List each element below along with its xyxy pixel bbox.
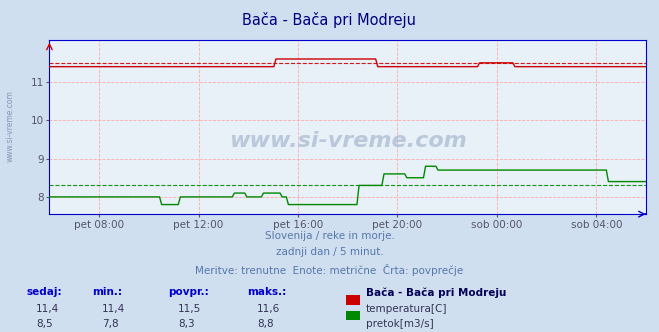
Text: min.:: min.: — [92, 287, 123, 297]
Text: Bača - Bača pri Modreju: Bača - Bača pri Modreju — [243, 12, 416, 28]
Text: www.si-vreme.com: www.si-vreme.com — [229, 131, 467, 151]
Text: 11,6: 11,6 — [257, 304, 280, 314]
Text: Meritve: trenutne  Enote: metrične  Črta: povprečje: Meritve: trenutne Enote: metrične Črta: … — [195, 264, 464, 276]
Text: povpr.:: povpr.: — [168, 287, 209, 297]
Text: zadnji dan / 5 minut.: zadnji dan / 5 minut. — [275, 247, 384, 257]
Text: 8,3: 8,3 — [178, 319, 194, 329]
Text: sedaj:: sedaj: — [26, 287, 62, 297]
Text: Bača - Bača pri Modreju: Bača - Bača pri Modreju — [366, 287, 506, 298]
Text: pretok[m3/s]: pretok[m3/s] — [366, 319, 434, 329]
Text: 8,8: 8,8 — [257, 319, 273, 329]
Text: 11,4: 11,4 — [36, 304, 59, 314]
Text: Slovenija / reke in morje.: Slovenija / reke in morje. — [264, 231, 395, 241]
Text: 8,5: 8,5 — [36, 319, 53, 329]
Text: temperatura[C]: temperatura[C] — [366, 304, 447, 314]
Text: www.si-vreme.com: www.si-vreme.com — [5, 90, 14, 162]
Text: maks.:: maks.: — [247, 287, 287, 297]
Text: 11,4: 11,4 — [102, 304, 125, 314]
Text: 7,8: 7,8 — [102, 319, 119, 329]
Text: 11,5: 11,5 — [178, 304, 201, 314]
